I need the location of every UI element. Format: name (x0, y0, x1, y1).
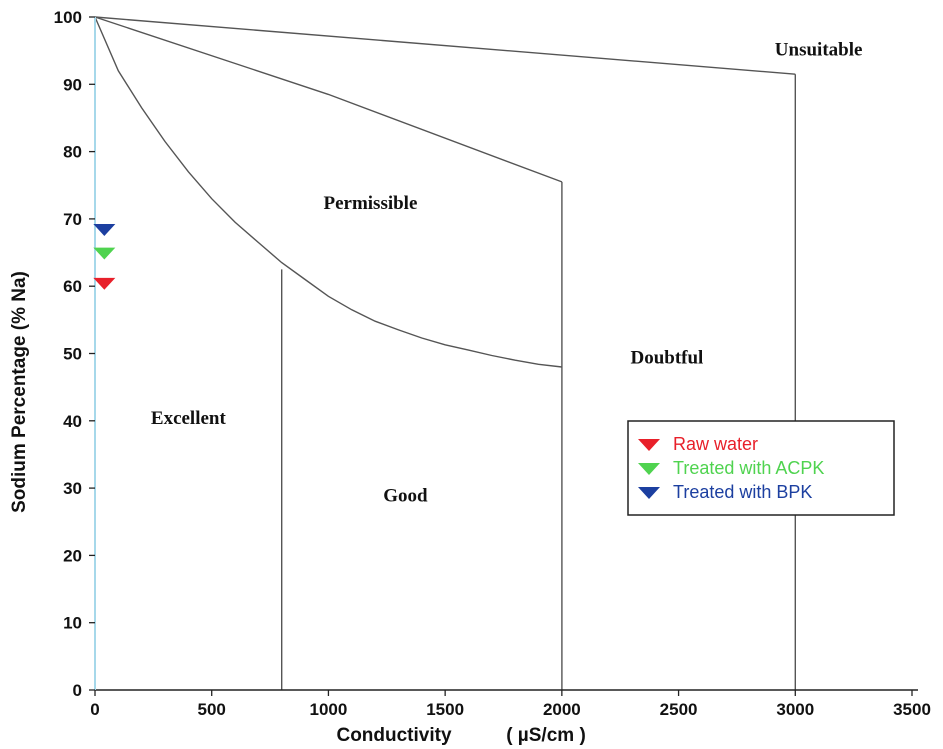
x-tick-label: 3500 (893, 700, 931, 719)
y-tick-label: 30 (63, 479, 82, 498)
region-label-doubtful: Doubtful (630, 348, 703, 369)
y-tick-label: 100 (54, 8, 82, 27)
y-axis-title: Sodium Percentage (% Na) (9, 271, 30, 513)
x-tick-label: 3000 (776, 700, 814, 719)
region-label-excellent: Excellent (151, 408, 227, 429)
x-tick-label: 1000 (310, 700, 348, 719)
x-axis-title: Conductivity (336, 725, 451, 746)
y-tick-label: 20 (63, 546, 82, 565)
x-axis-unit: ( µS/cm ) (506, 725, 586, 746)
y-tick-label: 0 (73, 681, 82, 700)
y-tick-label: 70 (63, 210, 82, 229)
legend-marker (638, 439, 660, 451)
x-tick-label: 0 (90, 700, 99, 719)
y-tick-label: 90 (63, 75, 82, 94)
region-label-unsuitable: Unsuitable (775, 39, 863, 60)
legend-label: Raw water (673, 434, 758, 454)
legend-marker (638, 487, 660, 499)
region-label-good: Good (383, 486, 428, 507)
classification-boundaries (94, 16, 796, 690)
y-tick-label: 60 (63, 277, 82, 296)
legend-marker (638, 463, 660, 475)
region-labels: Excellent Good Permissible Doubtful Unsuitab… (151, 39, 863, 506)
y-tick-label: 10 (63, 614, 82, 633)
boundary-line (94, 16, 563, 183)
point-raw-water (93, 277, 116, 290)
y-tick-label: 50 (63, 345, 82, 364)
data-points (93, 224, 116, 290)
x-tick-label: 500 (198, 700, 226, 719)
x-tick-label: 2000 (543, 700, 581, 719)
point-treated-with-acpk (93, 247, 116, 260)
boundary-line (94, 16, 796, 75)
x-tick-label: 1500 (426, 700, 464, 719)
point-treated-with-bpk (93, 224, 116, 236)
y-axis-ticks: 0 10 20 30 40 50 60 70 80 90 100 (54, 8, 95, 700)
legend-box (627, 420, 895, 516)
region-label-permissible: Permissible (323, 193, 417, 214)
y-tick-label: 80 (63, 143, 82, 162)
x-tick-label: 2500 (660, 700, 698, 719)
y-tick-label: 40 (63, 412, 82, 431)
legend: Raw water Treated with ACPK Treated with B… (627, 420, 895, 516)
legend-label: Treated with BPK (673, 482, 812, 502)
boundary-line (94, 16, 562, 368)
legend-label: Treated with ACPK (673, 458, 824, 478)
x-axis-ticks: 0 500 1000 1500 2000 2500 3000 3500 (90, 690, 931, 719)
